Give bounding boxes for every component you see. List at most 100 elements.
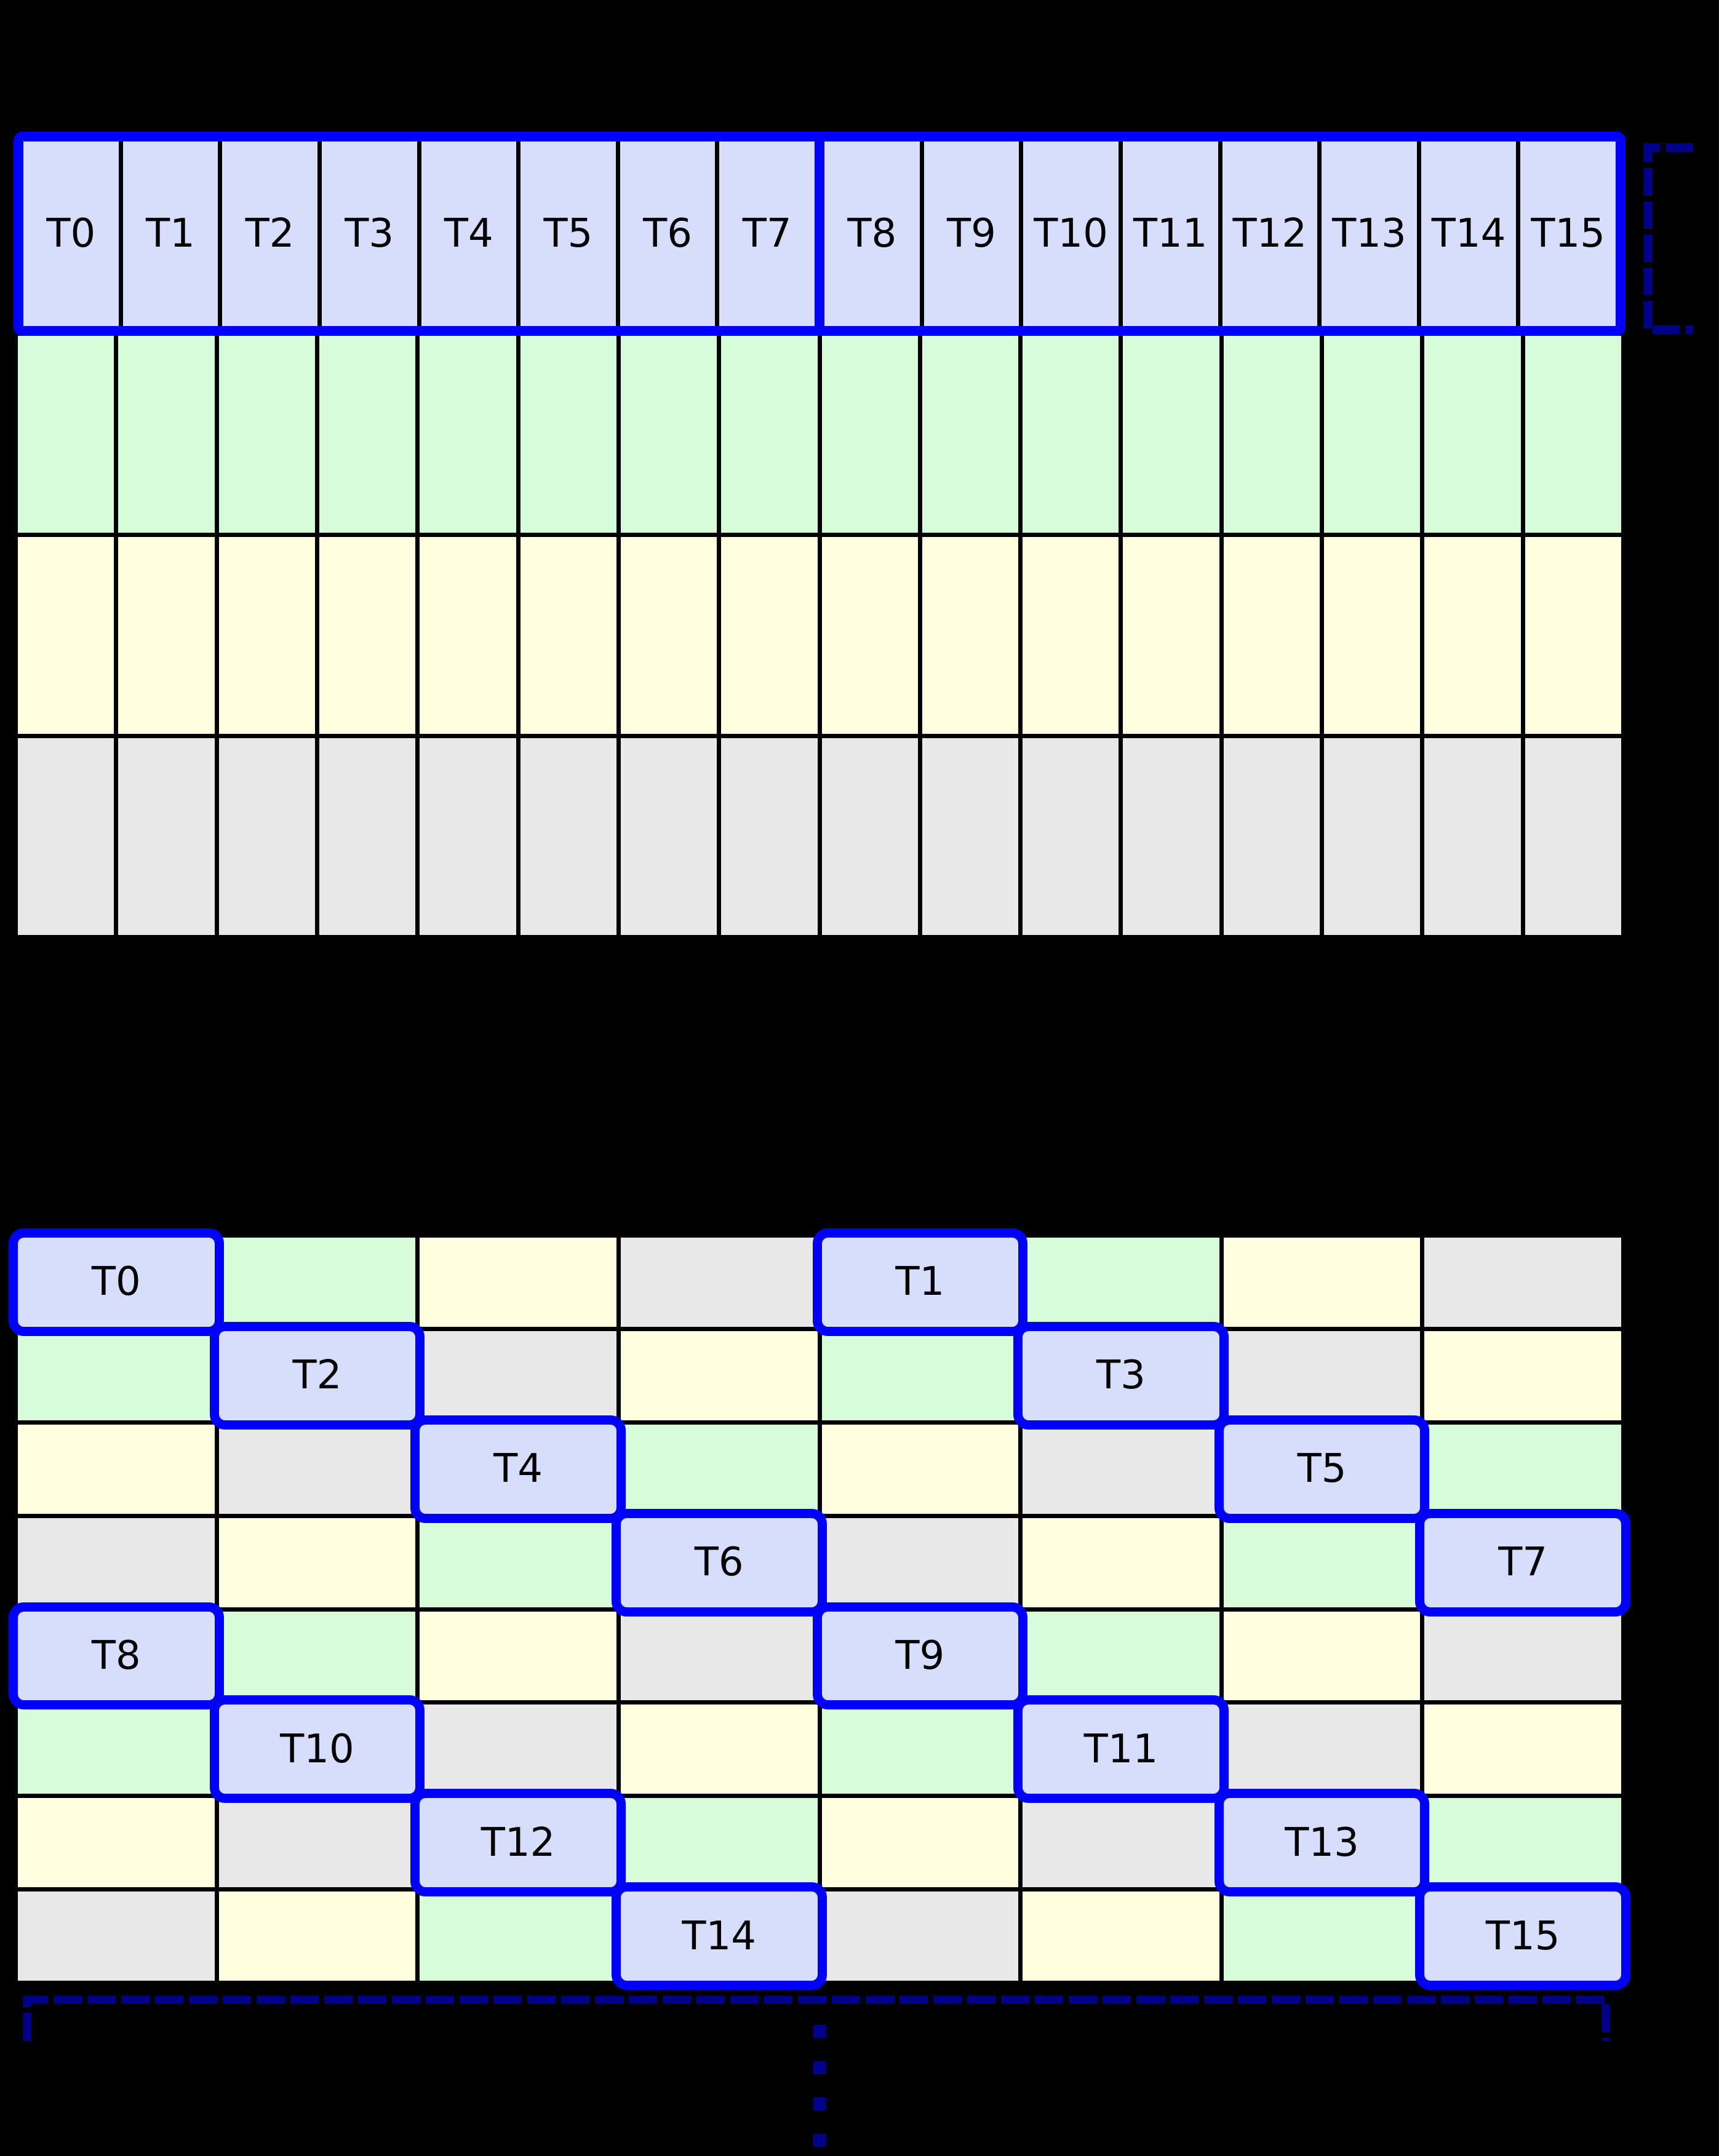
memory-cell — [1525, 537, 1621, 734]
thread-label: T1 — [146, 211, 195, 257]
memory-cell — [18, 1798, 215, 1888]
memory-cell — [118, 336, 215, 533]
thread-label: T5 — [1297, 1446, 1347, 1492]
memory-cell — [922, 336, 1019, 533]
memory-cell — [620, 1611, 818, 1701]
memory-cell — [420, 1705, 616, 1794]
thread-cell: T14 — [1421, 141, 1521, 326]
thread-cell: T15 — [1424, 1891, 1621, 1981]
memory-cell — [821, 1331, 1019, 1420]
memory-cell — [620, 1424, 818, 1514]
thread-label: T10 — [1034, 211, 1108, 257]
thread-cell: T12 — [1222, 141, 1322, 326]
memory-cell — [1424, 1705, 1621, 1794]
thread-label: T11 — [1083, 1726, 1159, 1772]
memory-cell — [1223, 537, 1320, 734]
thread-cell: T9 — [923, 141, 1024, 326]
thread-cell: T4 — [421, 141, 521, 326]
thread-label: T12 — [1232, 211, 1307, 257]
thread-cell: T2 — [218, 1331, 416, 1420]
memory-cell — [520, 537, 616, 734]
memory-cell — [1223, 1611, 1421, 1701]
thread-label: T8 — [91, 1633, 141, 1679]
memory-cell — [1023, 1238, 1219, 1327]
memory-cell — [620, 336, 717, 533]
memory-cell — [1324, 336, 1421, 533]
thread-label: T3 — [345, 211, 394, 257]
memory-cell — [1424, 1424, 1621, 1514]
memory-cell — [1324, 537, 1421, 734]
memory-cell — [420, 1891, 616, 1981]
thread-label: T8 — [847, 211, 897, 257]
memory-cell — [420, 336, 516, 533]
memory-cell — [1525, 738, 1621, 935]
thread-cell: T7 — [719, 141, 824, 326]
thread-label: T4 — [444, 211, 493, 257]
memory-cell — [420, 1518, 616, 1607]
memory-cell — [821, 537, 918, 734]
memory-cell — [1424, 1238, 1621, 1327]
thread-cell: T13 — [1322, 141, 1421, 326]
thread-label: T0 — [46, 211, 96, 257]
memory-cell — [218, 1424, 416, 1514]
memory-cell — [18, 1331, 215, 1420]
memory-cell — [218, 1518, 416, 1607]
memory-cell — [620, 1238, 818, 1327]
memory-cell — [1223, 1891, 1421, 1981]
memory-cell — [1223, 1705, 1421, 1794]
memory-cell — [1023, 738, 1119, 935]
thread-cell: T15 — [1520, 141, 1616, 326]
memory-cell — [420, 537, 516, 734]
memory-cell — [620, 738, 717, 935]
thread-label: T2 — [245, 211, 295, 257]
thread-label: T15 — [1531, 211, 1605, 257]
thread-cell: T5 — [520, 141, 620, 326]
memory-cell — [18, 738, 114, 935]
memory-cell — [520, 738, 616, 935]
thread-label: T13 — [1332, 211, 1406, 257]
thread-cell: T9 — [821, 1611, 1019, 1701]
thread-cell: T1 — [122, 141, 223, 326]
memory-cell — [218, 1891, 416, 1981]
row-major-layout-grid: T0 T1 T2 T3 T4 T5 T6 T7 T8 T9 T10 T11 T12 T13 T14 T15 — [14, 132, 1625, 939]
memory-cell — [922, 738, 1019, 935]
thread-label: T7 — [742, 211, 792, 257]
memory-cell — [821, 1424, 1019, 1514]
thread-label: T10 — [280, 1726, 354, 1772]
memory-cell — [18, 1518, 215, 1607]
thread-label: T1 — [895, 1259, 945, 1305]
memory-cell — [821, 1891, 1019, 1981]
thread-label: T2 — [292, 1353, 342, 1399]
memory-cell — [319, 537, 416, 734]
thread-label: T4 — [493, 1446, 543, 1492]
thread-cell: T12 — [420, 1798, 616, 1888]
memory-cell — [218, 537, 315, 734]
memory-cell — [319, 336, 416, 533]
thread-cell: T11 — [1122, 141, 1222, 326]
memory-cell — [218, 1798, 416, 1888]
memory-cell — [118, 738, 215, 935]
memory-cell — [1424, 537, 1521, 734]
memory-cell — [319, 738, 416, 935]
memory-cell — [620, 1705, 818, 1794]
memory-cell — [420, 1331, 616, 1420]
memory-cell — [721, 738, 818, 935]
memory-cell — [620, 537, 717, 734]
thread-cell: T6 — [620, 141, 720, 326]
memory-cell — [821, 1518, 1019, 1607]
row-span-bracket-icon — [1643, 143, 1693, 334]
thread-label: T11 — [1133, 211, 1208, 257]
thread-label: T6 — [643, 211, 692, 257]
memory-cell — [18, 1424, 215, 1514]
thread-cell: T0 — [23, 141, 123, 326]
thread-label: T6 — [694, 1540, 744, 1586]
memory-cell — [721, 537, 818, 734]
memory-cell — [1023, 1891, 1219, 1981]
thread-row: T0 T1 T2 T3 T4 T5 T6 T7 T8 T9 T10 T11 T12 T13 T14 T15 — [14, 132, 1625, 336]
thread-cell: T14 — [620, 1891, 818, 1981]
thread-label: T0 — [91, 1259, 141, 1305]
memory-cell — [821, 738, 918, 935]
thread-cell: T3 — [321, 141, 421, 326]
memory-cell — [1023, 1424, 1219, 1514]
